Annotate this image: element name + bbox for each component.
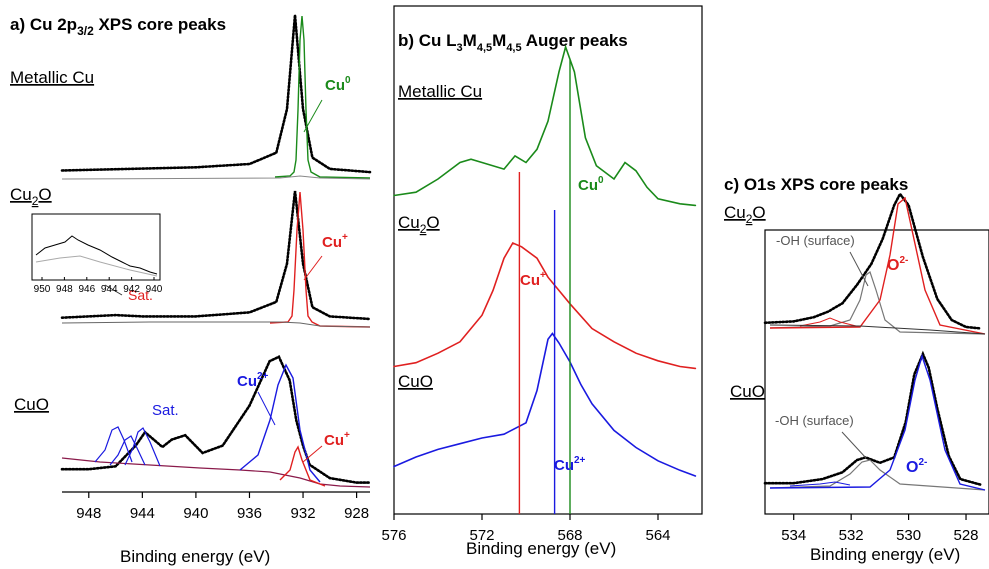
panel-c: c) O1s XPS core peaks Cu2O CuO 534 532 530… <box>724 175 989 564</box>
x-tick-label: 940 <box>183 505 208 522</box>
label-cu2o-b: Cu2O <box>398 213 440 236</box>
label-cu2o-a: Cu2O <box>10 185 52 208</box>
inset-frame <box>31 213 161 281</box>
x-tick-label: 568 <box>557 527 582 544</box>
label-cuo-b: CuO <box>398 372 433 391</box>
panel-a-ticks: 948 944 940 936 932 928 <box>76 492 369 522</box>
series-line <box>60 190 372 321</box>
panel-b-spectra <box>393 44 697 477</box>
annot-cu2plus-b: Cu2+ <box>554 455 586 474</box>
x-tick-label: 932 <box>291 505 316 522</box>
inset-tick-label: 946 <box>78 284 95 295</box>
inset-background <box>35 255 158 277</box>
cu2o-minor-fit <box>799 317 861 328</box>
annot-o2-cuo: O2- <box>906 457 927 476</box>
panel-c-spectra <box>763 191 982 486</box>
series-line <box>763 191 982 330</box>
annot-oh-cuo: -OH (surface) <box>775 413 854 428</box>
arrow-oh-cuo <box>841 431 867 459</box>
x-tick-label: 948 <box>76 505 101 522</box>
panel-c-title: c) O1s XPS core peaks <box>724 175 908 194</box>
panel-b-markers <box>518 60 571 514</box>
x-tick-label: 576 <box>381 527 406 544</box>
inset-data <box>35 235 158 275</box>
cuo-sat-3 <box>124 427 161 467</box>
inset-tick-label: 944 <box>101 284 118 295</box>
series-line <box>763 350 982 486</box>
inset-tick-label: 940 <box>146 284 163 295</box>
annot-sat-red: Sat. <box>128 287 153 303</box>
x-tick-label: 944 <box>130 505 155 522</box>
label-cuo-a: CuO <box>14 395 49 414</box>
label-cuo-c: CuO <box>730 382 765 401</box>
annot-cuplus-a: Cu+ <box>322 232 348 251</box>
x-tick-label: 564 <box>645 527 670 544</box>
arrow-sat-red <box>104 284 123 296</box>
annot-cu2plus-a: Cu2+ <box>237 371 269 390</box>
annot-sat-blue: Sat. <box>152 402 179 419</box>
cu2o-bg-c <box>769 324 986 335</box>
cuo-minor-fit <box>789 481 851 487</box>
arrow-cuplus2-a <box>302 445 323 463</box>
inset-satellite: 950 948 946 944 942 940 <box>31 213 163 295</box>
panel-b-ticks: 576 572 568 564 <box>381 514 671 544</box>
x-tick-label: 532 <box>839 527 864 544</box>
inset-tick-label: 942 <box>123 284 140 295</box>
metallic-fit-line <box>274 15 371 179</box>
cuo-cu2plus-fit <box>239 363 321 483</box>
annot-cuplus2-a: Cu+ <box>324 430 350 449</box>
x-tick-label: 928 <box>344 505 369 522</box>
panel-a-title: a) Cu 2p3/2 XPS core peaks <box>10 15 226 38</box>
panel-a: a) Cu 2p3/2 XPS core peaks Metallic Cu C… <box>10 14 372 566</box>
annot-cu0-a: Cu0 <box>325 75 351 94</box>
x-tick-label: 572 <box>469 527 494 544</box>
cuo-sat-2 <box>109 435 146 466</box>
label-metallic-cu-b: Metallic Cu <box>398 82 482 101</box>
series-line <box>60 14 372 174</box>
panel-b-xlabel: Binding energy (eV) <box>466 539 616 558</box>
cuo-oh-fit <box>769 459 986 491</box>
series-line <box>393 332 697 477</box>
series-line <box>60 355 372 484</box>
annot-o2-cu2o: O2- <box>887 255 908 274</box>
panel-c-xlabel: Binding energy (eV) <box>810 545 960 564</box>
x-tick-label: 528 <box>954 527 979 544</box>
series-line <box>393 241 697 370</box>
x-tick-label: 534 <box>781 527 806 544</box>
inset-tick-label: 950 <box>34 284 51 295</box>
inset-tick-label: 948 <box>56 284 73 295</box>
arrow-cuplus-a <box>303 255 323 281</box>
cuo-sat-1 <box>94 426 133 463</box>
arrow-cu0-a <box>303 99 323 133</box>
cu2o-background <box>61 321 371 328</box>
arrow-cu2plus-a <box>257 391 276 426</box>
x-tick-label: 530 <box>896 527 921 544</box>
x-tick-label: 936 <box>237 505 262 522</box>
panel-a-xlabel: Binding energy (eV) <box>120 547 270 566</box>
cu2o-o2-fit <box>769 196 986 335</box>
annot-cu0-b: Cu0 <box>578 175 604 194</box>
panel-c-ticks: 534 532 530 528 <box>781 514 979 544</box>
panel-b-frame <box>393 5 703 515</box>
annot-cuplus-b: Cu+ <box>520 270 546 289</box>
panel-b-title: b) Cu L3M4,5M4,5 Auger peaks <box>398 31 628 54</box>
arrow-oh-cu2o <box>849 251 869 287</box>
panel-b: b) Cu L3M4,5M4,5 Auger peaks Metallic Cu… <box>381 5 703 558</box>
cuo-background <box>61 457 371 488</box>
series-line <box>393 44 697 207</box>
annot-oh-cu2o: -OH (surface) <box>776 233 855 248</box>
cuo-cuplus-fit <box>279 445 326 487</box>
cu2o-oh-fit <box>769 271 986 335</box>
panel-c-frame <box>764 229 989 515</box>
label-cu2o-c: Cu2O <box>724 203 766 226</box>
cu2o-fit-line <box>269 191 371 328</box>
inset-ticks: 950 948 946 944 942 940 <box>34 277 163 295</box>
cuo-o2-fit <box>769 353 986 491</box>
label-metallic-cu-a: Metallic Cu <box>10 68 94 87</box>
metallic-background <box>61 175 371 180</box>
